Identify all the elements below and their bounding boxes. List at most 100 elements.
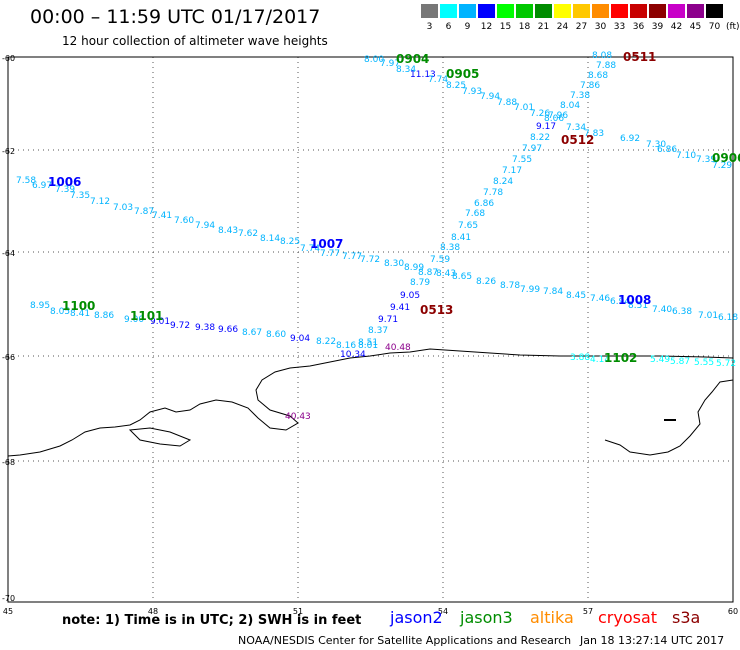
track-time-label: 0906 — [712, 151, 740, 165]
scale-label: 9 — [464, 22, 471, 32]
swh-value: 8.05 — [50, 307, 70, 317]
scale-swatch — [668, 4, 685, 18]
swh-value: 8.41 — [451, 233, 471, 243]
swh-value: 5.72 — [716, 359, 736, 369]
sat-legend-cryosat: cryosat — [598, 608, 658, 627]
scale-label: 21 — [537, 22, 550, 32]
swh-value: 7.78 — [483, 188, 503, 198]
swh-value: 7.84 — [543, 287, 563, 297]
coastline-island — [128, 427, 192, 447]
swh-value: 8.08 — [592, 51, 612, 61]
scale-label: 30 — [594, 22, 607, 32]
track-time-label: 0905 — [446, 67, 479, 81]
scale-swatch — [611, 4, 628, 18]
swh-value: 7.94 — [195, 221, 215, 231]
track-time-label: 0904 — [396, 52, 429, 66]
swh-value: 7.17 — [502, 166, 522, 176]
lon-label: 54 — [438, 607, 448, 616]
scale-label: 27 — [575, 22, 588, 32]
swh-value: 7.68 — [465, 209, 485, 219]
swh-value: 8.99 — [404, 263, 424, 273]
swh-value: 6.18 — [718, 313, 738, 323]
swh-value: 7.59 — [430, 255, 450, 265]
swh-value: 7.83 — [584, 129, 604, 139]
page-subtitle: 12 hour collection of altimeter wave hei… — [62, 34, 328, 48]
swh-value: 7.72 — [360, 255, 380, 265]
swh-value: 8.43 — [218, 226, 238, 236]
scale-label: 42 — [670, 22, 683, 32]
swh-value: 40.43 — [285, 412, 311, 422]
swh-value: 3.88 — [570, 353, 590, 363]
swh-value: 8.06 — [544, 114, 564, 124]
lon-label: 45 — [3, 607, 13, 616]
track-time-label: 1100 — [62, 299, 95, 313]
scale-swatch — [592, 4, 609, 18]
swh-value: 9.00 — [124, 315, 144, 325]
scale-swatch — [649, 4, 666, 18]
swh-value: 9.38 — [195, 323, 215, 333]
swh-value: 7.35 — [70, 191, 90, 201]
swh-value: 7.88 — [596, 61, 616, 71]
swh-value: 7.39 — [696, 155, 716, 165]
scale-swatch — [573, 4, 590, 18]
scale-label: 18 — [518, 22, 531, 32]
swh-value: 8.65 — [452, 272, 472, 282]
sat-legend-jason2: jason2 — [390, 608, 443, 627]
swh-value: 8.04 — [560, 101, 580, 111]
lon-label: 60 — [728, 607, 738, 616]
scale-swatch — [497, 4, 514, 18]
sat-legend-s3a: s3a — [672, 608, 701, 627]
swh-value: 7.34 — [566, 123, 586, 133]
lat-label: -62 — [2, 147, 15, 156]
swh-value: 8.68 — [588, 71, 608, 81]
swh-value: 4.14 — [590, 355, 610, 365]
swh-value: 8.25 — [280, 237, 300, 247]
lat-label: -66 — [2, 353, 15, 362]
page-title: 00:00 – 11:59 UTC 01/17/2017 — [30, 6, 321, 28]
footer-note: note: 1) Time is in UTC; 2) SWH is in fe… — [62, 613, 362, 628]
swh-value: 8.60 — [266, 330, 286, 340]
scale-swatch — [687, 4, 704, 18]
track-time-label: 0513 — [420, 303, 453, 317]
scale-swatch — [478, 4, 495, 18]
swh-value: 8.14 — [260, 234, 280, 244]
swh-value: 9.04 — [290, 334, 310, 344]
swh-value: 8.79 — [410, 278, 430, 288]
swh-value: 8.41 — [70, 309, 90, 319]
swh-value: 8.86 — [94, 311, 114, 321]
swh-value: 9.17 — [536, 122, 556, 132]
swh-value: 7.99 — [520, 285, 540, 295]
swh-value: 7.39 — [55, 185, 75, 195]
swh-value: 7.55 — [512, 155, 532, 165]
swh-value: 7.58 — [16, 176, 36, 186]
track-time-label: 1101 — [130, 309, 163, 323]
swh-value: 6.86 — [474, 199, 494, 209]
swh-value: 8.51 — [628, 301, 648, 311]
swh-value: 8.00 — [364, 55, 384, 65]
track-time-label: 0511 — [623, 50, 656, 64]
swh-value: 6.92 — [620, 134, 640, 144]
swh-value: 7.74 — [428, 75, 448, 85]
swh-value: 6.97 — [32, 181, 52, 191]
swh-value: 7.41 — [152, 211, 172, 221]
swh-value: 5.49 — [650, 355, 670, 365]
swh-value: 8.67 — [242, 328, 262, 338]
wave-height-labels: 8.007.978.3411.137.748.257.937.947.887.0… — [16, 51, 738, 422]
lon-label: 57 — [583, 607, 593, 616]
scale-label: 6 — [445, 22, 452, 32]
swh-value: 8.16 — [336, 341, 356, 351]
swh-value: 7.29 — [712, 161, 732, 171]
track-time-label: 1102 — [604, 351, 637, 365]
swh-value: 9.01 — [150, 317, 170, 327]
swh-value: 7.60 — [174, 216, 194, 226]
scale-label: 36 — [632, 22, 645, 32]
swh-value: 9.05 — [400, 291, 420, 301]
coastline — [7, 348, 734, 457]
swh-value: 7.94 — [480, 92, 500, 102]
swh-value: 9.66 — [218, 325, 238, 335]
track-time-label: 1007 — [310, 237, 343, 251]
scale-label: 3 — [426, 22, 433, 32]
swh-value: 7.87 — [134, 207, 154, 217]
scale-swatch — [535, 4, 552, 18]
